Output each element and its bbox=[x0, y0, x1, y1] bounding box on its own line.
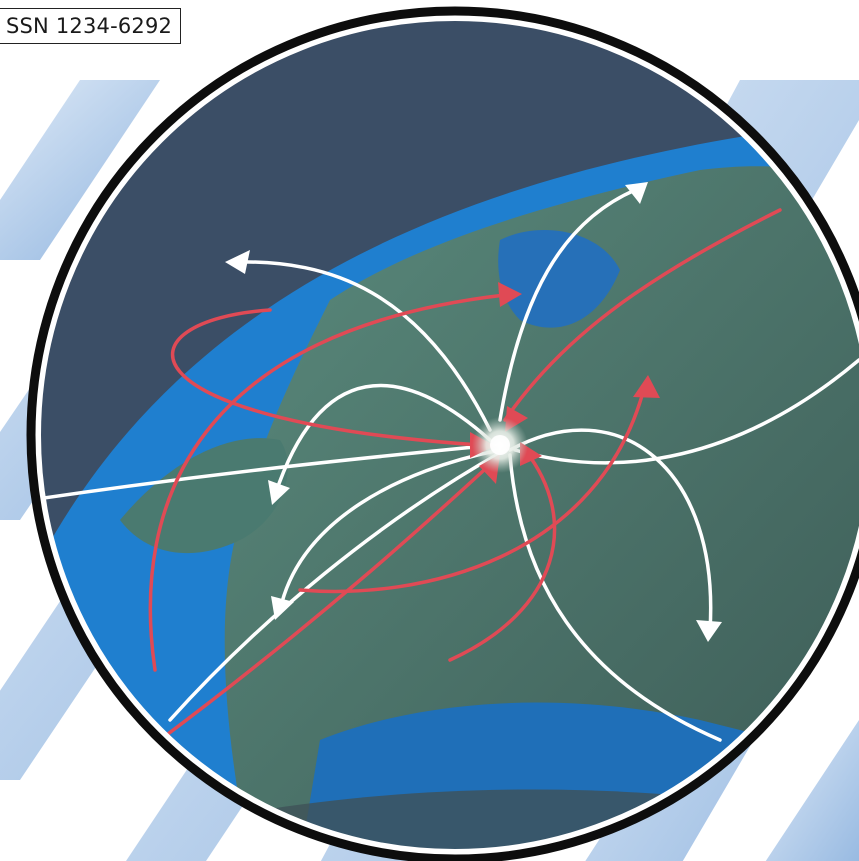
ring-inner bbox=[33, 13, 859, 857]
stripe bbox=[0, 80, 160, 260]
stripe bbox=[765, 720, 859, 861]
issn-label: SSN 1234-6292 bbox=[0, 8, 182, 44]
ring-outer bbox=[26, 6, 859, 861]
baltic-sea bbox=[498, 230, 620, 328]
red-arrows bbox=[148, 208, 782, 742]
white-arrowheads bbox=[225, 182, 722, 642]
white-arrows bbox=[37, 186, 859, 742]
europe-landmass bbox=[224, 166, 859, 853]
